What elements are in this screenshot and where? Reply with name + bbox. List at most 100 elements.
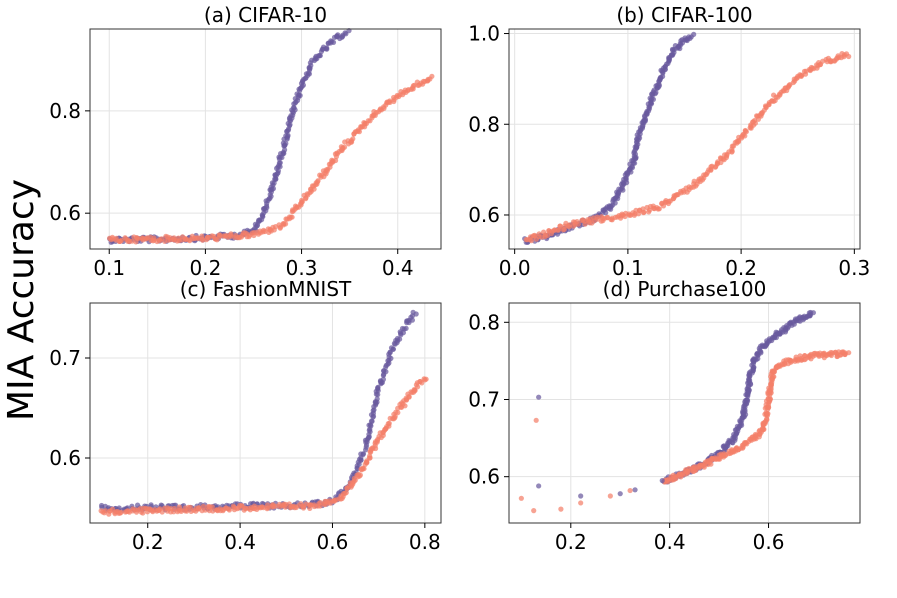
series-1-point <box>659 477 665 484</box>
series-2-point <box>531 508 537 514</box>
series-2-point <box>846 53 852 60</box>
series-2-point <box>655 206 661 212</box>
series-1-point <box>536 483 542 489</box>
series-1-point <box>295 97 301 103</box>
panel-cifar10: 0.1 0.2 0.3 0.4 0.6 0.8 (a) CIFAR-10 <box>49 3 442 280</box>
series-2-point <box>743 129 750 135</box>
series-1-point <box>635 141 641 147</box>
series-1-point <box>388 355 394 361</box>
series-2-point <box>333 157 339 164</box>
series-1-point <box>356 461 362 467</box>
series-2-point <box>582 221 588 227</box>
series-2-point <box>760 426 767 432</box>
y-tick-label: 0.6 <box>49 446 81 470</box>
series-2-point <box>395 410 401 416</box>
axes-frame <box>89 28 442 250</box>
series-2-point <box>289 214 295 220</box>
series-2-point <box>118 237 124 243</box>
series-1-point <box>374 396 380 402</box>
x-tick-label: 0.4 <box>654 530 686 554</box>
series-2-point <box>195 235 201 242</box>
series-2-point <box>200 503 206 509</box>
series-2-point <box>767 396 773 402</box>
panel-title: (c) FashionMNIST <box>180 277 352 301</box>
series-2-point <box>341 144 348 150</box>
data-points <box>522 31 852 245</box>
series-2-point <box>627 487 633 494</box>
series-1-point <box>810 310 817 316</box>
x-tick-label: 0.2 <box>132 530 164 554</box>
series-2-point <box>151 235 157 241</box>
series-2-point <box>846 350 852 356</box>
series-1-point <box>366 422 372 428</box>
series-1-point <box>370 408 376 414</box>
series-2-point <box>228 231 234 237</box>
series-1-point <box>757 347 763 353</box>
series-1-point <box>394 335 401 342</box>
x-tick-label: 0.3 <box>838 256 870 280</box>
x-tick-label: 0.6 <box>317 530 349 554</box>
y-tick-label: 0.8 <box>468 112 500 136</box>
series-2-point <box>125 508 131 514</box>
series-2-point <box>118 509 124 515</box>
series-2-point <box>423 376 429 382</box>
series-1-point <box>687 35 693 42</box>
series-1-point <box>268 193 274 199</box>
series-2-point <box>178 507 184 513</box>
series-1-point <box>330 39 337 46</box>
y-tick-label: 0.8 <box>468 310 500 334</box>
series-2-point <box>315 178 321 184</box>
y-tick-label: 1.0 <box>468 22 500 46</box>
series-1-point <box>536 394 542 400</box>
series-2-point <box>607 493 613 499</box>
series-2-point <box>764 417 770 423</box>
y-tick-label: 0.7 <box>49 346 81 370</box>
figure-ylabel: MIA Accuracy <box>1 179 42 421</box>
series-2-point <box>299 199 305 205</box>
axes-frame <box>508 28 861 250</box>
x-tick-label: 0.1 <box>612 256 644 280</box>
series-1-point <box>308 62 314 69</box>
series-2-point <box>135 235 141 242</box>
x-tick-label: 0.2 <box>189 256 221 280</box>
series-1-point <box>737 419 743 425</box>
data-points <box>107 28 435 245</box>
series-2-point <box>558 506 564 512</box>
series-2-point <box>641 209 647 215</box>
series-2-point <box>392 413 398 419</box>
series-2-point <box>420 78 427 84</box>
data-points <box>518 309 852 514</box>
series-2-point <box>140 510 146 516</box>
y-tick-label: 0.8 <box>49 99 81 123</box>
axes-frame <box>508 302 861 524</box>
series-2-point <box>387 98 393 104</box>
series-1-point <box>287 122 293 128</box>
series-1-point <box>617 491 623 497</box>
x-tick-label: 0.0 <box>499 256 531 280</box>
series-1-point <box>744 397 750 403</box>
y-tick-label: 0.7 <box>468 387 500 411</box>
series-2-point <box>102 508 108 514</box>
series-1-point <box>285 127 291 133</box>
series-1-point <box>413 311 419 317</box>
series-1-point <box>403 325 409 331</box>
panel-cifar100: 0.0 0.1 0.2 0.3 0.6 0.8 1.0 (b) CIFAR-100 <box>468 3 870 280</box>
series-1-point <box>375 385 381 391</box>
series-2-point <box>386 420 392 426</box>
series-1-point <box>368 412 375 418</box>
series-2-point <box>171 509 177 515</box>
series-1-point <box>578 493 584 499</box>
series-2-point <box>402 403 408 409</box>
series-2-point <box>226 507 232 513</box>
series-2-point <box>631 212 638 218</box>
series-1-point <box>612 200 618 206</box>
series-1-point <box>691 31 697 37</box>
x-tick-label: 0.1 <box>93 256 125 280</box>
series-2-point <box>801 357 808 363</box>
series-1-point <box>324 45 330 51</box>
series-2-point <box>342 490 348 496</box>
y-tick-label: 0.6 <box>468 465 500 489</box>
series-1-point <box>360 451 366 457</box>
series-1-point <box>354 465 360 471</box>
